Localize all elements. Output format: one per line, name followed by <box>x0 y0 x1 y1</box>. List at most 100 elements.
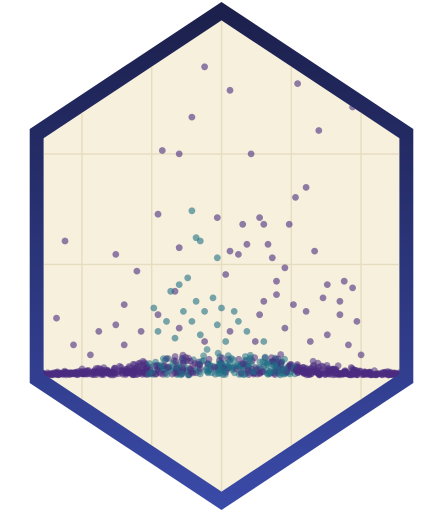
scatter-point <box>423 371 430 378</box>
scatter-point <box>200 352 208 360</box>
scatter-point <box>167 287 175 295</box>
scatter-point <box>424 371 431 378</box>
scatter-point <box>7 371 14 378</box>
scatter-point <box>62 371 70 379</box>
scatter-point <box>145 370 153 378</box>
scatter-point <box>178 354 186 362</box>
scatter-point <box>171 334 179 342</box>
scatter-point <box>209 294 217 302</box>
scatter-point <box>239 220 247 228</box>
scatter-point <box>340 277 348 285</box>
scatter-point <box>290 301 297 308</box>
scatter-point <box>125 363 133 370</box>
scatter-point <box>345 341 352 349</box>
scatter-point <box>178 370 186 377</box>
scatter-point <box>18 371 25 378</box>
scatter-point <box>244 367 252 374</box>
scatter-point <box>336 297 344 305</box>
scatter-point <box>213 214 221 222</box>
scatter-point <box>239 360 247 368</box>
scatter-point <box>22 369 29 376</box>
scatter-point <box>24 371 31 378</box>
scatter-point <box>150 304 158 312</box>
scatter-point <box>216 361 224 369</box>
scatter-point <box>268 254 276 262</box>
scatter-point <box>9 371 16 378</box>
scatter-point <box>20 372 27 379</box>
scatter-point <box>131 365 139 373</box>
scatter-point <box>7 372 14 379</box>
scatter-point <box>417 370 424 377</box>
scatter-point <box>429 371 436 378</box>
scatter-point <box>312 365 320 372</box>
scatter-point <box>222 338 230 345</box>
scatter-point <box>192 297 200 305</box>
scatter-point <box>268 364 275 371</box>
scatter-point <box>422 372 429 379</box>
scatter-point <box>281 264 289 272</box>
scatter-point <box>22 369 29 376</box>
scatter-point <box>84 369 92 377</box>
scatter-point <box>10 371 17 378</box>
scatter-point <box>419 371 426 378</box>
scatter-point <box>256 311 263 319</box>
scatter-point <box>414 370 421 377</box>
scatter-point <box>429 371 436 378</box>
scatter-point <box>10 371 17 378</box>
scatter-point <box>160 355 167 362</box>
scatter-point <box>70 341 77 349</box>
scatter-point <box>230 308 238 315</box>
scatter-point <box>229 356 237 364</box>
scatter-point <box>7 371 14 378</box>
scatter-point <box>180 308 187 315</box>
scatter-point <box>21 371 28 378</box>
scatter-point <box>23 370 30 377</box>
scatter-point <box>78 368 86 375</box>
scatter-point <box>21 372 28 379</box>
scatter-point <box>424 371 431 378</box>
scatter-point <box>135 360 142 367</box>
scatter-point <box>222 271 230 278</box>
scatter-point <box>19 372 26 379</box>
scatter-point <box>112 321 120 329</box>
scatter-point <box>213 321 221 329</box>
scatter-point <box>201 338 209 345</box>
scatter-point <box>24 370 31 377</box>
scatter-point <box>19 370 26 377</box>
scatter-point <box>184 274 192 282</box>
scatter-point <box>251 338 259 345</box>
scatter-point <box>7 371 14 378</box>
scatter-point <box>22 371 29 378</box>
scatter-point <box>413 370 420 377</box>
scatter-point <box>247 150 255 158</box>
scatter-point <box>349 284 356 292</box>
scatter-point <box>18 371 25 378</box>
scatter-point <box>386 368 394 376</box>
scatter-point <box>334 362 342 370</box>
scatter-point <box>120 341 128 349</box>
scatter-point <box>336 311 344 319</box>
scatter-point <box>260 220 268 228</box>
scatter-point <box>16 371 23 378</box>
scatter-point <box>87 351 94 359</box>
scatter-point <box>294 364 301 372</box>
scatter-point <box>218 304 225 312</box>
scatter-point <box>306 338 314 345</box>
scatter-point <box>259 368 266 375</box>
scatter-point <box>430 371 437 378</box>
scatter-point <box>9 371 16 378</box>
scatter-point <box>422 370 429 377</box>
scatter-point <box>424 371 431 378</box>
scatter-point <box>13 371 20 378</box>
scatter-point <box>319 294 327 302</box>
scatter-point <box>7 371 14 378</box>
scatter-point <box>11 372 18 379</box>
scatter-point <box>211 363 219 371</box>
scatter-point <box>213 254 221 262</box>
scatter-point <box>188 113 196 121</box>
scatter-point <box>8 370 15 377</box>
scatter-point <box>20 371 27 378</box>
scatter-point <box>421 371 428 378</box>
scatter-point <box>414 371 421 378</box>
